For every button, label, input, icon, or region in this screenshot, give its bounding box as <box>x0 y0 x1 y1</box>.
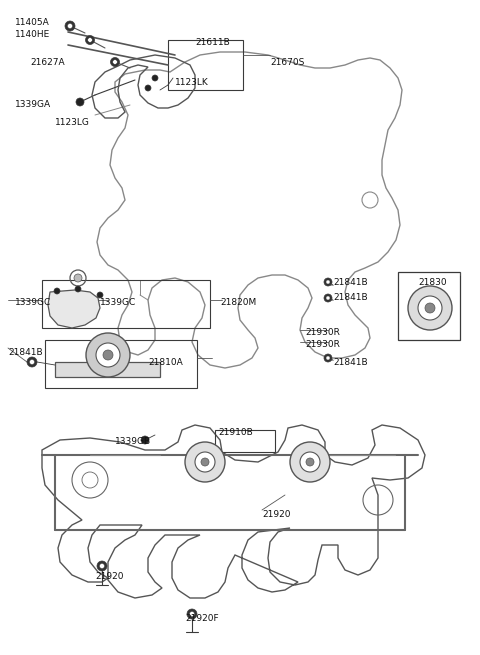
Text: 21670S: 21670S <box>270 58 304 67</box>
Polygon shape <box>48 290 100 328</box>
Text: 21627A: 21627A <box>30 58 65 67</box>
Circle shape <box>326 296 330 300</box>
Circle shape <box>65 21 75 31</box>
Circle shape <box>324 294 332 302</box>
Text: 21820M: 21820M <box>220 298 256 307</box>
Circle shape <box>103 350 113 360</box>
Circle shape <box>85 35 95 45</box>
Text: 21810A: 21810A <box>148 358 183 367</box>
Circle shape <box>96 343 120 367</box>
Circle shape <box>326 356 330 360</box>
Circle shape <box>113 60 117 64</box>
Bar <box>55 362 160 377</box>
Text: 21841B: 21841B <box>333 278 368 287</box>
Circle shape <box>145 85 151 91</box>
Circle shape <box>324 278 332 286</box>
Circle shape <box>187 609 197 619</box>
Text: 21841B: 21841B <box>333 293 368 302</box>
Circle shape <box>306 458 314 466</box>
Text: 21611B: 21611B <box>195 38 230 47</box>
Circle shape <box>425 303 435 313</box>
Text: 21841B: 21841B <box>8 348 43 357</box>
Text: 1339GA: 1339GA <box>15 100 51 109</box>
Text: 1339GC: 1339GC <box>100 298 136 307</box>
Circle shape <box>190 612 194 616</box>
Text: 21930R: 21930R <box>305 328 340 337</box>
Text: 1123LK: 1123LK <box>175 78 209 87</box>
Text: 11405A: 11405A <box>15 18 50 27</box>
Circle shape <box>110 58 120 67</box>
Circle shape <box>418 296 442 320</box>
Circle shape <box>152 75 158 81</box>
Bar <box>42 280 210 328</box>
Circle shape <box>185 442 225 482</box>
Circle shape <box>300 452 320 472</box>
Circle shape <box>54 288 60 294</box>
Circle shape <box>141 436 149 444</box>
Circle shape <box>324 354 332 362</box>
Text: 21830: 21830 <box>418 278 446 287</box>
Text: 21920F: 21920F <box>185 614 218 623</box>
Text: 1339GB: 1339GB <box>115 437 151 446</box>
Text: 1339GC: 1339GC <box>15 298 51 307</box>
Circle shape <box>99 563 105 569</box>
Circle shape <box>86 333 130 377</box>
Circle shape <box>97 292 103 298</box>
Text: 21841B: 21841B <box>333 358 368 367</box>
Text: 1140HE: 1140HE <box>15 30 50 39</box>
Circle shape <box>97 561 107 571</box>
Bar <box>45 340 197 388</box>
Bar <box>398 272 460 340</box>
Circle shape <box>195 452 215 472</box>
Circle shape <box>74 274 82 282</box>
Circle shape <box>88 38 92 43</box>
Circle shape <box>201 458 209 466</box>
Text: 21920: 21920 <box>262 510 290 519</box>
Text: 21920: 21920 <box>95 572 123 581</box>
Circle shape <box>68 24 72 29</box>
Bar <box>215 430 275 452</box>
Bar <box>168 40 243 90</box>
Circle shape <box>290 442 330 482</box>
Text: 21930R: 21930R <box>305 340 340 349</box>
Circle shape <box>75 286 81 292</box>
Circle shape <box>29 360 35 364</box>
Circle shape <box>76 98 84 106</box>
Text: 1123LG: 1123LG <box>55 118 90 127</box>
Circle shape <box>27 357 37 367</box>
Circle shape <box>326 280 330 284</box>
Circle shape <box>408 286 452 330</box>
Text: 21910B: 21910B <box>218 428 253 437</box>
